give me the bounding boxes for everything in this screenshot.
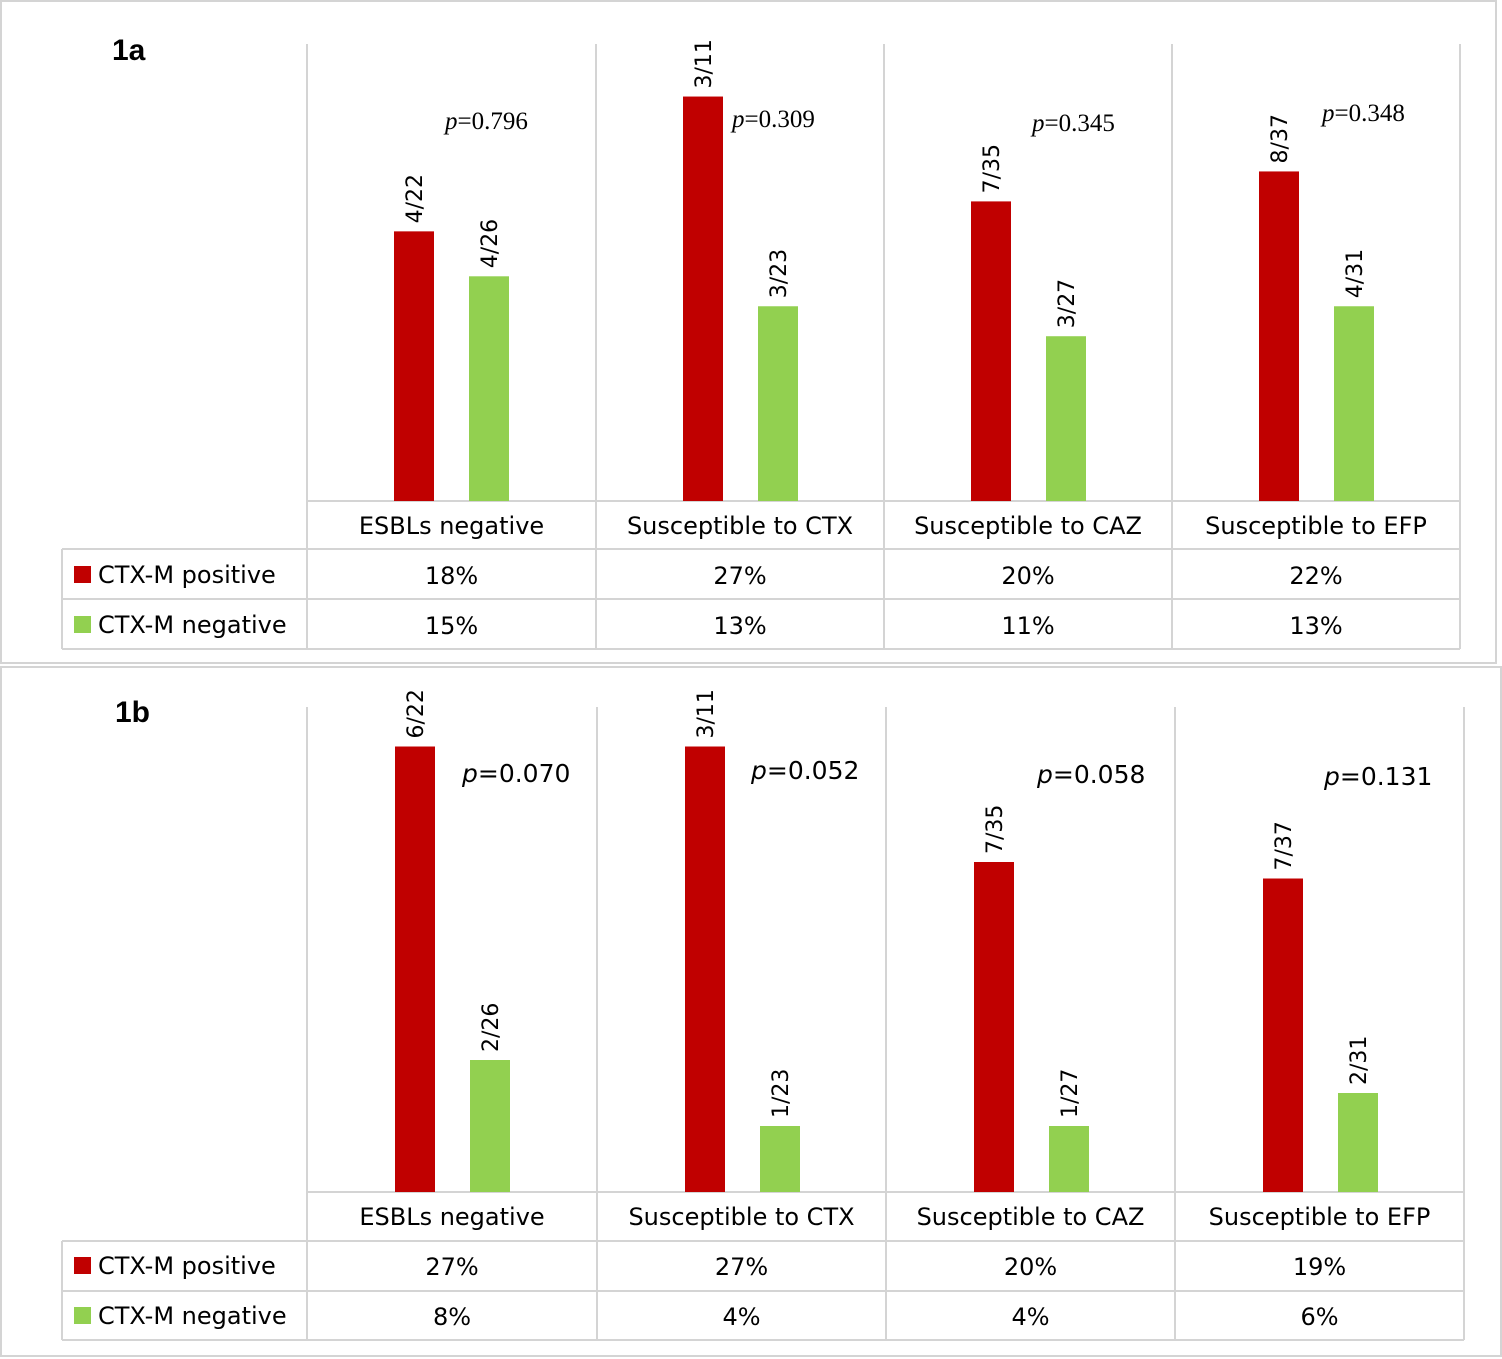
table-cell: 4% bbox=[1011, 1303, 1049, 1331]
data-label-fraction: 7/35 bbox=[983, 805, 1008, 854]
data-label-fraction: 6/22 bbox=[404, 689, 429, 738]
bar-ctxm-positive bbox=[395, 746, 435, 1192]
bar-ctxm-negative bbox=[1338, 1093, 1378, 1192]
table-cell: 20% bbox=[1001, 562, 1054, 590]
p-symbol: p bbox=[1320, 100, 1335, 127]
p-value-label: p=0.052 bbox=[750, 756, 859, 785]
table-cell: 20% bbox=[1004, 1253, 1057, 1281]
bar-ctxm-negative bbox=[1046, 336, 1086, 501]
p-symbol: p bbox=[730, 106, 745, 133]
bar-ctxm-positive bbox=[1263, 878, 1303, 1192]
data-label-fraction: 1/27 bbox=[1058, 1069, 1083, 1118]
chart-title: 1b bbox=[115, 696, 150, 729]
legend-swatch-negative bbox=[74, 616, 91, 633]
bar-ctxm-positive bbox=[1259, 171, 1299, 501]
data-label-fraction: 4/22 bbox=[403, 174, 428, 223]
p-value: =0.070 bbox=[478, 759, 571, 788]
p-symbol: p bbox=[1036, 760, 1053, 789]
table-cell: 18% bbox=[425, 562, 478, 590]
chart-1b: 1b ESBLs negative Susceptible to CTX Suscep… bbox=[61, 689, 1465, 1341]
legend-swatch-negative bbox=[74, 1307, 91, 1324]
chart-title: 1a bbox=[112, 34, 146, 67]
category-label: Susceptible to CAZ bbox=[917, 1203, 1145, 1231]
p-value-label: p=0.345 bbox=[1030, 110, 1115, 137]
data-label-fraction: 1/23 bbox=[769, 1069, 794, 1118]
bar-ctxm-positive bbox=[974, 862, 1014, 1192]
table-cell: 11% bbox=[1001, 612, 1054, 640]
category-label: Susceptible to CTX bbox=[627, 512, 853, 540]
bar-ctxm-negative bbox=[470, 1060, 510, 1192]
p-value: =0.345 bbox=[1045, 110, 1115, 137]
data-label-fraction: 3/11 bbox=[692, 39, 717, 88]
table-cell: 6% bbox=[1300, 1303, 1338, 1331]
chart-panel-1b: 1b ESBLs negative Susceptible to CTX Suscep… bbox=[0, 666, 1502, 1357]
table-cell: 27% bbox=[715, 1253, 768, 1281]
legend-swatch-positive bbox=[74, 1257, 91, 1274]
table-cell: 8% bbox=[433, 1303, 471, 1331]
data-label-fraction: 3/27 bbox=[1055, 279, 1080, 328]
p-symbol: p bbox=[443, 108, 458, 135]
table-cell: 13% bbox=[713, 612, 766, 640]
data-label-fraction: 2/26 bbox=[479, 1003, 504, 1052]
chart-1a: 1a ESBLs negative Susceptible to CTX Suscep… bbox=[61, 34, 1461, 650]
p-value: =0.309 bbox=[745, 106, 815, 133]
category-label: Susceptible to EFP bbox=[1205, 512, 1427, 540]
p-value-label: p=0.070 bbox=[461, 759, 570, 788]
data-label-fraction: 4/31 bbox=[1343, 249, 1368, 298]
bar-ctxm-negative bbox=[760, 1126, 800, 1192]
p-value: =0.796 bbox=[458, 108, 528, 135]
bar-ctxm-negative bbox=[1334, 306, 1374, 501]
table-cell: 13% bbox=[1289, 612, 1342, 640]
p-symbol: p bbox=[1030, 110, 1045, 137]
legend-label: CTX-M positive bbox=[98, 1252, 276, 1280]
table-cell: 15% bbox=[425, 612, 478, 640]
table-cell: 19% bbox=[1293, 1253, 1346, 1281]
bar-ctxm-positive bbox=[683, 96, 723, 501]
p-value: =0.058 bbox=[1053, 760, 1146, 789]
p-value-label: p=0.348 bbox=[1320, 100, 1405, 127]
bar-ctxm-positive bbox=[394, 231, 434, 502]
p-value: =0.052 bbox=[767, 756, 860, 785]
table-cell: 27% bbox=[713, 562, 766, 590]
p-value: =0.348 bbox=[1335, 100, 1405, 127]
legend-swatch-positive bbox=[74, 566, 91, 583]
data-label-fraction: 7/37 bbox=[1272, 821, 1297, 870]
table-cell: 22% bbox=[1289, 562, 1342, 590]
legend-label: CTX-M negative bbox=[98, 611, 287, 639]
data-label-fraction: 3/11 bbox=[694, 689, 719, 738]
p-value-label: p=0.058 bbox=[1036, 760, 1145, 789]
chart-group: 1a ESBLs negative Susceptible to CTX Suscep… bbox=[61, 34, 1461, 650]
category-label: Susceptible to EFP bbox=[1209, 1203, 1431, 1231]
data-label-fraction: 7/35 bbox=[980, 144, 1005, 193]
table-cell: 4% bbox=[722, 1303, 760, 1331]
chart-panel-1a: 1a ESBLs negative Susceptible to CTX Suscep… bbox=[0, 0, 1497, 664]
data-label-fraction: 4/26 bbox=[478, 219, 503, 268]
bar-ctxm-negative bbox=[469, 276, 509, 501]
bar-ctxm-negative bbox=[1049, 1126, 1089, 1192]
category-label: Susceptible to CTX bbox=[628, 1203, 854, 1231]
category-label: Susceptible to CAZ bbox=[914, 512, 1142, 540]
legend-label: CTX-M negative bbox=[98, 1302, 287, 1330]
category-label: ESBLs negative bbox=[359, 512, 544, 540]
p-symbol: p bbox=[461, 759, 478, 788]
p-value-label: p=0.309 bbox=[730, 106, 815, 133]
p-symbol: p bbox=[750, 756, 767, 785]
chart-group: 1b ESBLs negative Susceptible to CTX Suscep… bbox=[61, 689, 1465, 1341]
category-label: ESBLs negative bbox=[359, 1203, 544, 1231]
table-cell: 27% bbox=[425, 1253, 478, 1281]
legend-label: CTX-M positive bbox=[98, 561, 276, 589]
p-value: =0.131 bbox=[1340, 762, 1433, 791]
p-value-label: p=0.131 bbox=[1323, 762, 1432, 791]
p-symbol: p bbox=[1323, 762, 1340, 791]
bar-ctxm-negative bbox=[758, 306, 798, 501]
p-value-label: p=0.796 bbox=[443, 108, 528, 135]
data-label-fraction: 8/37 bbox=[1268, 114, 1293, 163]
bar-ctxm-positive bbox=[685, 746, 725, 1192]
data-label-fraction: 2/31 bbox=[1347, 1036, 1372, 1085]
data-label-fraction: 3/23 bbox=[767, 249, 792, 298]
bar-ctxm-positive bbox=[971, 201, 1011, 501]
